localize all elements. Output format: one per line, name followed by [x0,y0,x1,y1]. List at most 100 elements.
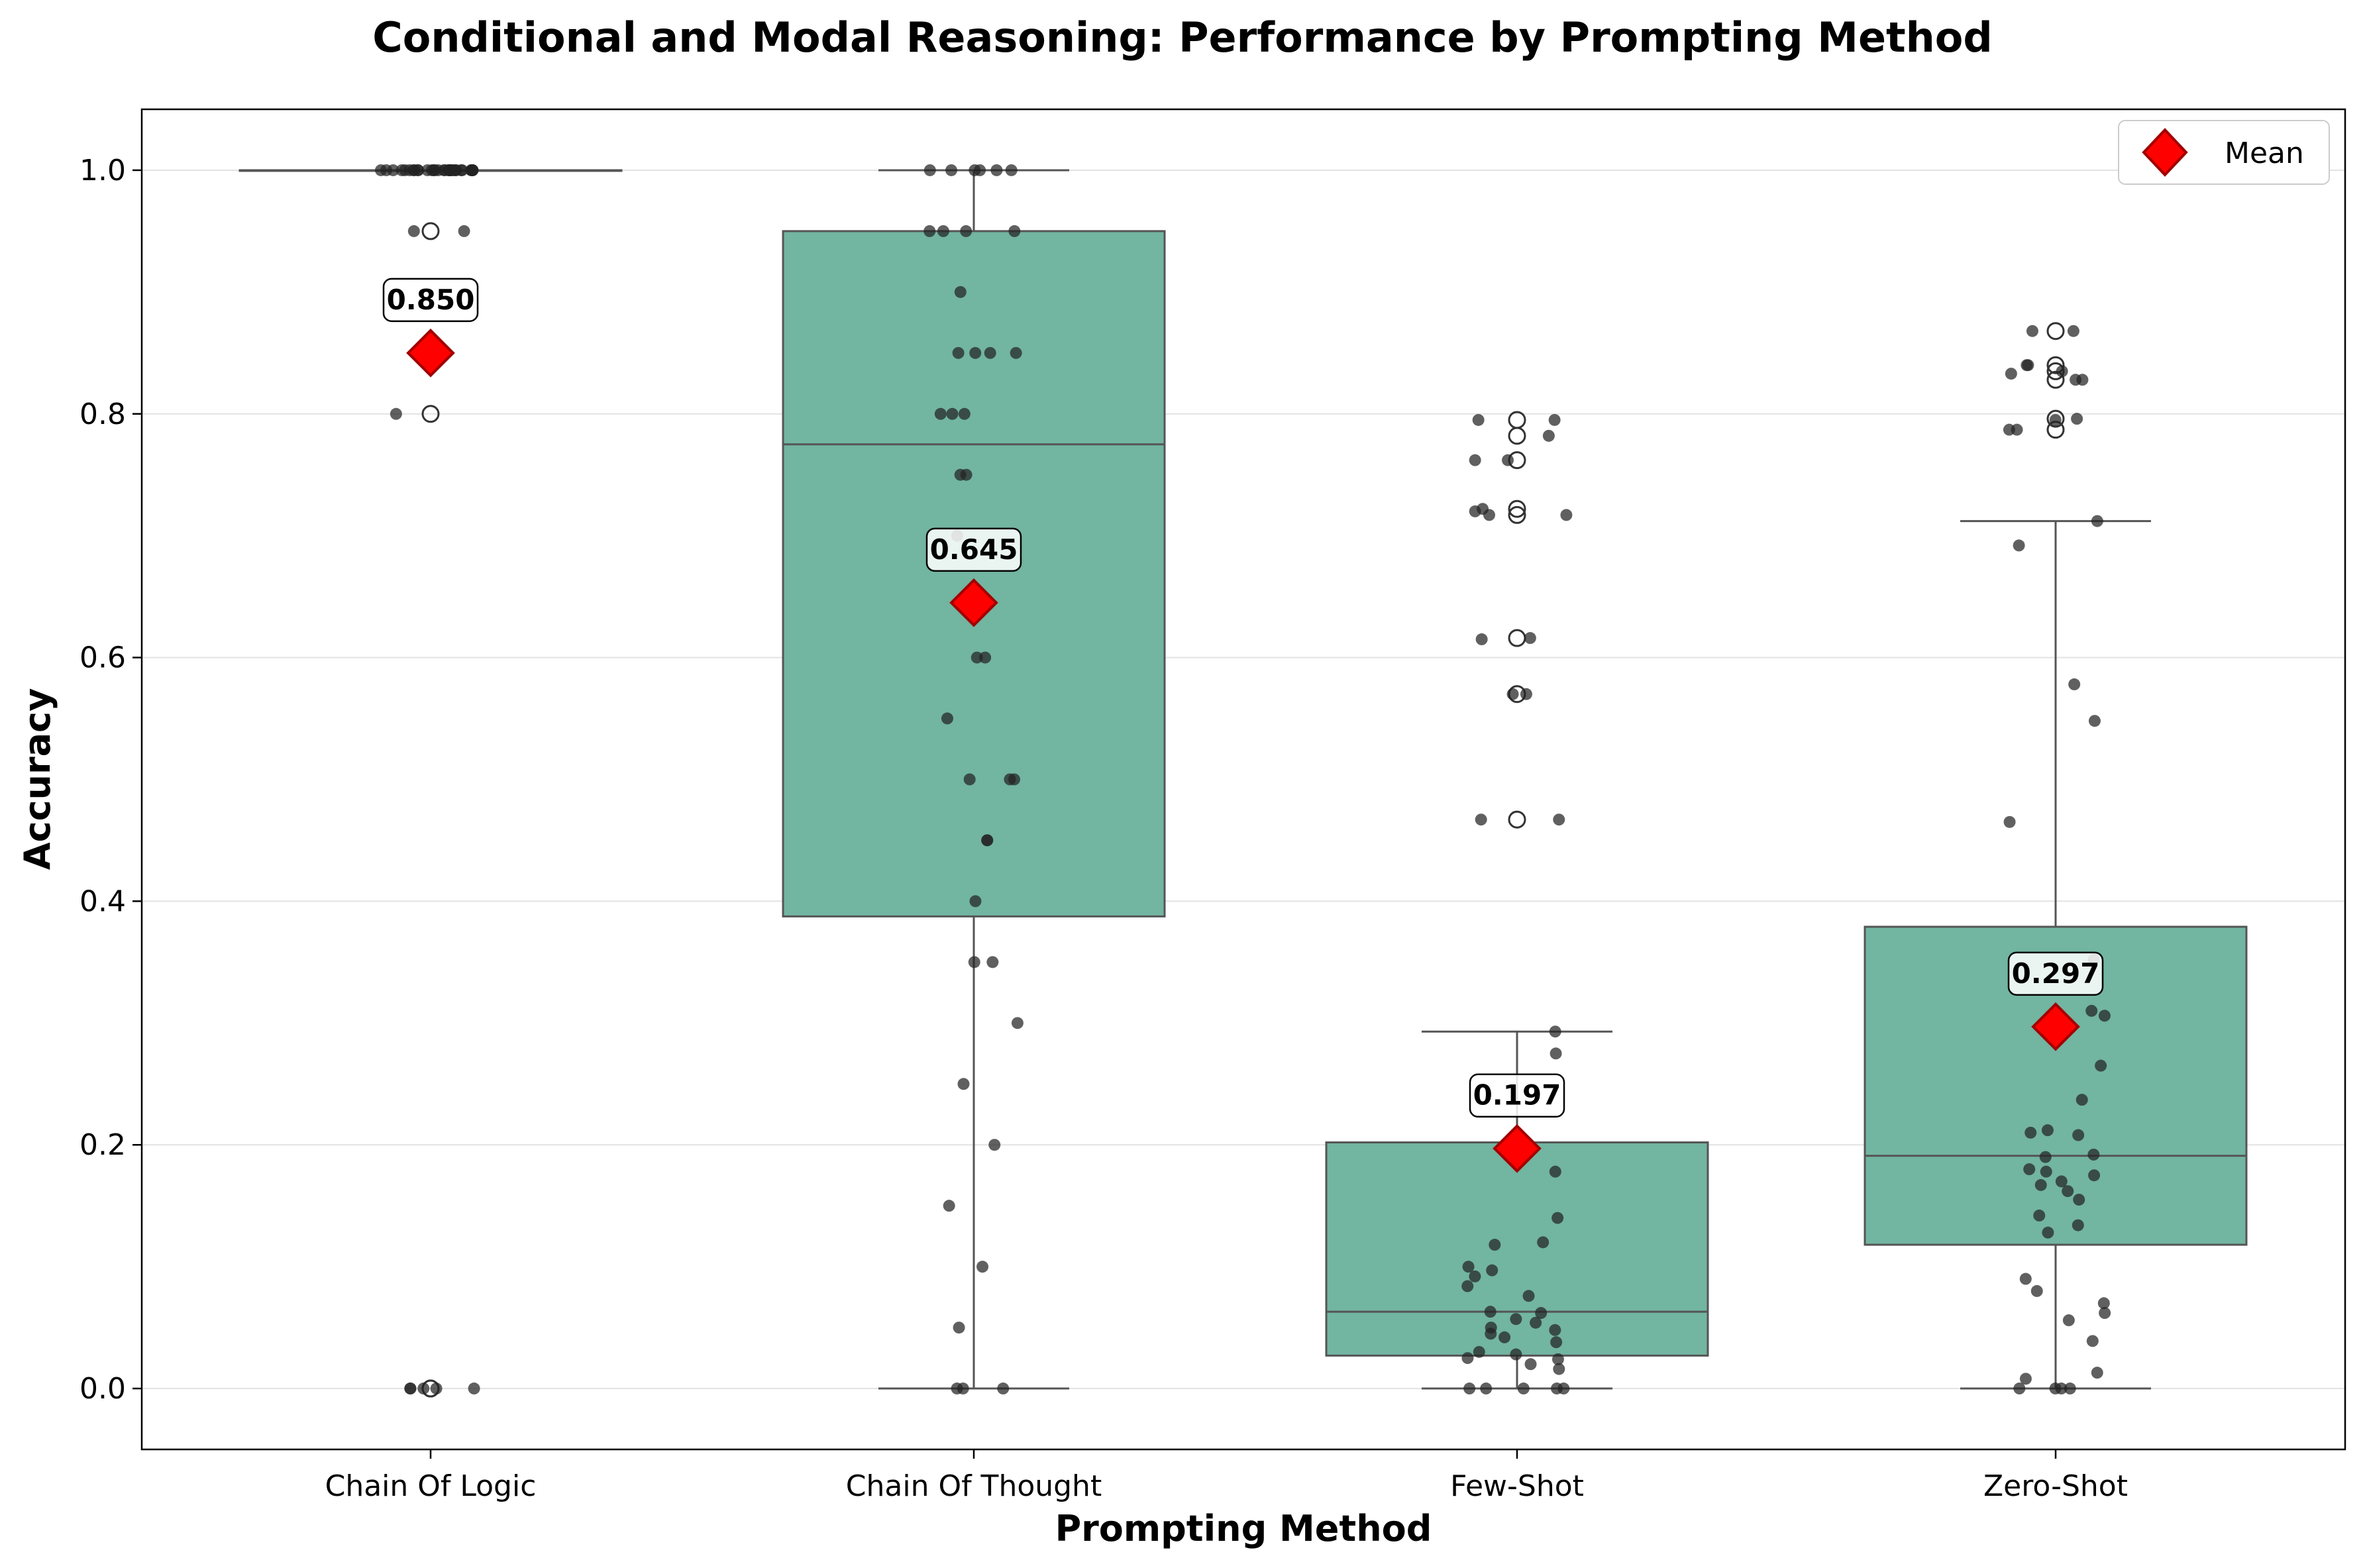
data-point [969,346,982,359]
data-point [1475,813,1487,826]
chart-title: Conditional and Modal Reasoning: Perform… [372,13,1993,62]
y-tick-label: 0.4 [79,884,126,918]
data-point [1535,1307,1548,1320]
data-point [2067,325,2079,337]
mean-marker [1493,1124,1542,1173]
mean-markers: 0.850 0.645 0.197 0.297 [382,278,2104,1173]
data-point [2005,368,2017,380]
data-point [1462,1261,1475,1273]
data-point [960,468,972,481]
data-point [2098,1010,2111,1022]
outlier-point [421,222,440,240]
legend-mean-diamond-icon [2142,128,2188,177]
mean-marker [949,578,998,627]
outlier-point [2046,356,2065,374]
y-tick-label: 0.0 [79,1372,126,1406]
mean-label: 0.297 [2012,957,2100,990]
data-point [1463,1383,1476,1395]
data-point [2070,374,2082,386]
data-point [1549,1025,1561,1038]
data-point [953,1322,965,1334]
y-axis-ticks: 0.0 0.2 0.4 0.6 0.8 1.0 [79,154,142,1406]
data-point [465,164,478,176]
data-point [937,225,949,237]
legend: Mean [2118,120,2330,185]
outlier-point [1508,810,1526,829]
data-point [1486,1264,1498,1277]
data-point [1530,1316,1542,1329]
data-point [1472,413,1485,426]
data-point [957,1078,970,1090]
data-point [2019,1373,2032,1385]
data-point [2033,1209,2046,1222]
data-point [399,164,411,176]
data-point [1469,1270,1481,1282]
x-axis-label: Prompting Method [1055,1508,1432,1549]
outlier-point [2046,370,2065,389]
data-point [1473,1345,1485,1358]
data-point [988,1139,1001,1151]
data-point [1011,1017,1024,1029]
data-point [2013,539,2025,552]
data-point [468,1383,480,1395]
data-point [1005,164,1018,176]
data-point [2030,1284,2043,1297]
outlier-point [421,405,440,423]
data-point [971,651,983,664]
data-point [1537,1236,1550,1249]
data-point [2039,1151,2052,1163]
data-point [2076,1094,2088,1106]
data-point [1475,633,1488,646]
data-point [997,1383,1010,1395]
data-point [390,407,402,420]
data-point [1553,813,1565,826]
outlier-point [1508,505,1526,524]
y-tick-label: 0.2 [79,1128,126,1162]
data-point [407,225,420,237]
data-point [981,834,994,847]
data-point [1008,225,1021,237]
data-point [1506,688,1519,700]
data-point [984,346,996,359]
y-tick-label: 1.0 [79,154,126,187]
data-point [960,225,972,237]
data-point [2003,815,2016,828]
x-tick-label: Chain Of Thought [846,1469,1102,1503]
data-point [2041,1124,2054,1137]
data-point [1551,1353,1564,1365]
data-point [387,164,399,176]
x-axis-ticks: Chain Of Logic Chain Of Thought Few-Shot Ze… [325,1449,2128,1503]
data-point [969,895,982,908]
data-point [1542,429,1555,442]
outlier-point [1508,427,1526,445]
data-point [969,164,981,176]
data-point [417,1383,430,1395]
data-point [1480,1383,1493,1395]
data-point [1524,632,1536,645]
data-point [1550,1336,1563,1349]
mean-label-box [382,278,479,323]
mean-label: 0.850 [387,284,475,316]
scatter-points [375,164,2111,1395]
data-point [408,164,421,176]
data-point [923,164,936,176]
legend-mean-label: Mean [2225,136,2304,170]
data-point [990,164,1003,176]
data-point [976,1261,989,1273]
data-point [2087,1148,2100,1161]
data-point [2095,1059,2107,1072]
data-point [2026,325,2038,337]
data-point [2071,413,2083,425]
data-point [1549,1165,1561,1178]
data-point [432,164,445,176]
data-point [1502,454,1514,466]
y-tick-label: 0.8 [79,397,126,431]
data-point [2088,1169,2101,1182]
data-point [1548,413,1561,426]
data-point [979,651,992,664]
data-point [963,773,976,786]
mean-label-box [925,527,1022,572]
data-point [2099,1307,2111,1320]
y-axis-label: Accuracy [17,688,58,870]
data-point [941,712,953,725]
